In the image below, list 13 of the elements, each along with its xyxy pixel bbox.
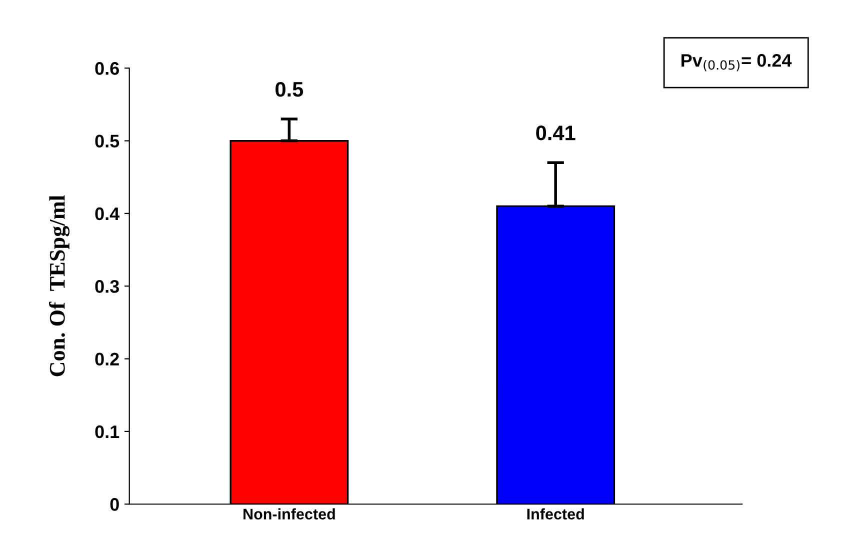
y-axis-title: Con. Of TESpg/ml xyxy=(48,195,70,376)
y-tick-label: 0.1 xyxy=(95,425,120,438)
x-tick-label: Infected xyxy=(527,508,584,520)
y-tick-label: 0 xyxy=(110,498,119,511)
y-tick-label: 0.2 xyxy=(95,352,119,366)
annotation: Pv$_{(0.05)}$= 0.24 xyxy=(682,54,792,72)
y-tick-label: 0.5 xyxy=(95,134,120,148)
data-label: 0.41 xyxy=(536,126,576,140)
x-tick-label: Non-infected xyxy=(244,508,335,520)
y-tick-label: 0.3 xyxy=(95,280,119,293)
y-tick-label: 0.4 xyxy=(95,207,120,220)
data-label: 0.5 xyxy=(276,82,304,97)
y-tick-label: 0.6 xyxy=(95,62,119,75)
